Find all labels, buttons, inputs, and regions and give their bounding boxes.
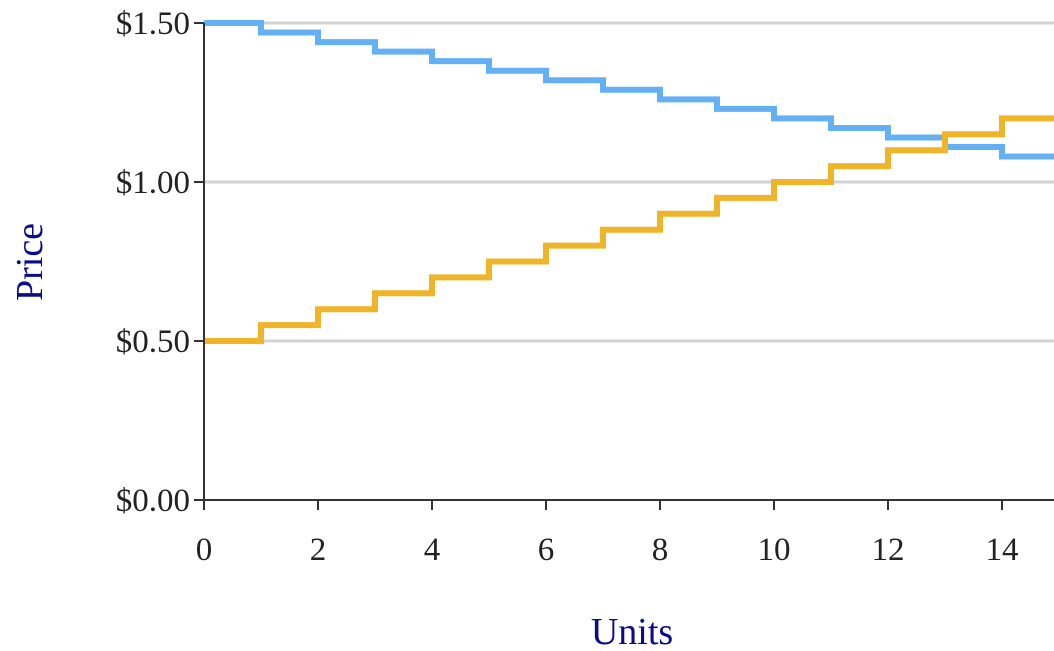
y-tick-label-2: $1.00 xyxy=(116,165,190,201)
series-line-0 xyxy=(204,20,1054,160)
y-axis-title: Price xyxy=(9,223,51,301)
axes xyxy=(194,22,1054,510)
series-line-1 xyxy=(204,115,1054,344)
x-tick-label-7: 14 xyxy=(986,532,1019,568)
x-tick-label-4: 8 xyxy=(652,532,669,568)
tick-labels: $0.00 $0.50 $1.00 $1.50 0 2 4 6 8 10 12 14 xyxy=(116,6,1019,568)
y-tick-label-1: $0.50 xyxy=(116,324,190,360)
y-tick-label-0: $0.00 xyxy=(116,483,190,519)
y-tick-label-3: $1.50 xyxy=(116,6,190,42)
x-tick-label-1: 2 xyxy=(310,532,327,568)
x-tick-label-2: 4 xyxy=(424,532,441,568)
x-tick-label-0: 0 xyxy=(196,532,213,568)
gridlines xyxy=(204,21,1054,343)
x-tick-label-3: 6 xyxy=(538,532,555,568)
series-lines xyxy=(204,20,1054,344)
x-axis-title: Units xyxy=(591,611,673,651)
x-tick-label-5: 10 xyxy=(758,532,791,568)
x-tick-label-6: 12 xyxy=(872,532,905,568)
